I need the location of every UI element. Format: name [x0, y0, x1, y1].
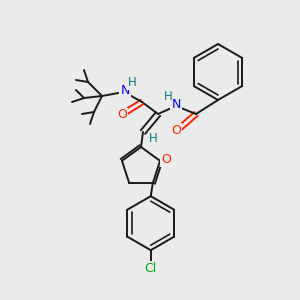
Text: O: O — [171, 124, 181, 136]
Text: H: H — [164, 91, 172, 103]
Text: Cl: Cl — [145, 262, 157, 275]
Text: H: H — [148, 131, 158, 145]
Text: N: N — [120, 85, 130, 98]
Text: O: O — [161, 153, 171, 166]
Text: N: N — [171, 98, 181, 112]
Text: O: O — [117, 109, 127, 122]
Text: H: H — [128, 76, 136, 89]
